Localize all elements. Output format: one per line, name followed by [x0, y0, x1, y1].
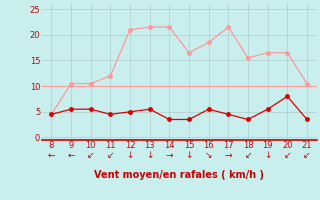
Text: ↙: ↙: [284, 151, 291, 160]
Text: ↙: ↙: [87, 151, 94, 160]
Text: ↓: ↓: [146, 151, 154, 160]
Text: ↙: ↙: [244, 151, 252, 160]
Text: ↓: ↓: [126, 151, 134, 160]
X-axis label: Vent moyen/en rafales ( km/h ): Vent moyen/en rafales ( km/h ): [94, 170, 264, 180]
Text: ↓: ↓: [185, 151, 193, 160]
Text: ↙: ↙: [303, 151, 311, 160]
Text: ↙: ↙: [107, 151, 114, 160]
Text: ←: ←: [67, 151, 75, 160]
Text: →: →: [225, 151, 232, 160]
Text: ↓: ↓: [264, 151, 271, 160]
Text: ↘: ↘: [205, 151, 212, 160]
Text: ←: ←: [48, 151, 55, 160]
Text: →: →: [166, 151, 173, 160]
